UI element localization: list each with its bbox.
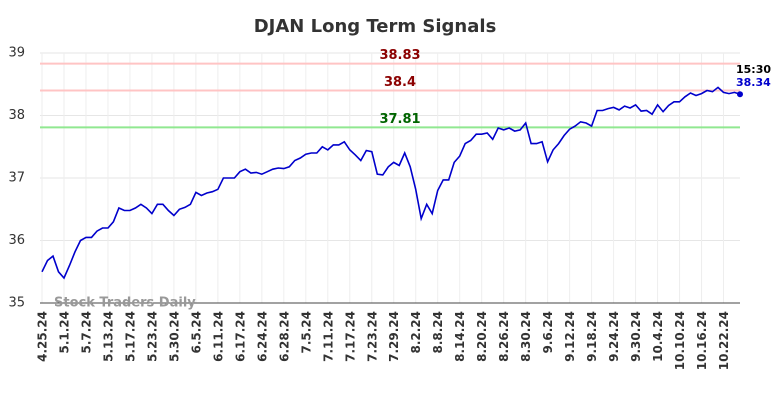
watermark: Stock Traders Daily: [54, 296, 196, 311]
x-tick-label: 8.8.24: [431, 311, 445, 354]
x-tick-label: 5.13.24: [101, 311, 115, 362]
x-tick-label: 8.26.24: [497, 311, 511, 362]
y-tick-label: 38: [8, 108, 25, 123]
signal-label: 38.83: [379, 48, 420, 63]
x-tick-label: 9.24.24: [607, 311, 621, 362]
x-tick-label: 8.20.24: [475, 311, 489, 362]
x-tick-label: 10.4.24: [651, 311, 665, 362]
x-tick-label: 5.1.24: [57, 311, 71, 354]
x-tick-label: 8.2.24: [409, 311, 423, 354]
x-tick-label: 9.12.24: [563, 311, 577, 362]
y-tick-label: 36: [8, 233, 25, 248]
x-tick-label: 6.5.24: [189, 311, 203, 354]
last-value: 38.34: [736, 76, 771, 89]
x-tick-label: 9.6.24: [541, 311, 555, 354]
last-time: 15:30: [736, 63, 771, 76]
signal-label: 37.81: [379, 112, 420, 127]
signal-label: 38.4: [384, 75, 416, 90]
x-tick-label: 7.17.24: [343, 311, 357, 362]
x-tick-label: 6.17.24: [233, 311, 247, 362]
x-tick-label: 7.29.24: [387, 311, 401, 362]
x-tick-label: 7.23.24: [365, 311, 379, 362]
x-tick-label: 7.5.24: [299, 311, 313, 354]
y-tick-label: 39: [8, 46, 25, 61]
y-tick-label: 37: [8, 171, 25, 186]
x-tick-label: 5.30.24: [167, 311, 181, 362]
price-line: [41, 86, 741, 280]
x-tick-label: 10.10.24: [673, 311, 687, 370]
x-tick-label: 5.7.24: [79, 311, 93, 354]
x-tick-label: 8.14.24: [453, 311, 467, 362]
x-tick-label: 6.28.24: [277, 311, 291, 362]
x-tick-label: 6.24.24: [255, 311, 269, 362]
y-tick-label: 35: [8, 296, 25, 311]
x-tick-label: 10.16.24: [695, 311, 709, 370]
x-tick-label: 9.30.24: [629, 311, 643, 362]
x-tick-label: 6.11.24: [211, 311, 225, 362]
x-tick-label: 5.17.24: [123, 311, 137, 362]
x-tick-label: 4.25.24: [36, 311, 50, 362]
chart-title: DJAN Long Term Signals: [254, 16, 497, 37]
last-point: [737, 91, 743, 98]
x-tick-label: 8.30.24: [519, 311, 533, 362]
x-tick-label: 5.23.24: [145, 311, 159, 362]
x-tick-label: 10.22.24: [717, 311, 731, 370]
x-tick-label: 9.18.24: [585, 311, 599, 362]
x-tick-label: 7.11.24: [321, 311, 335, 362]
